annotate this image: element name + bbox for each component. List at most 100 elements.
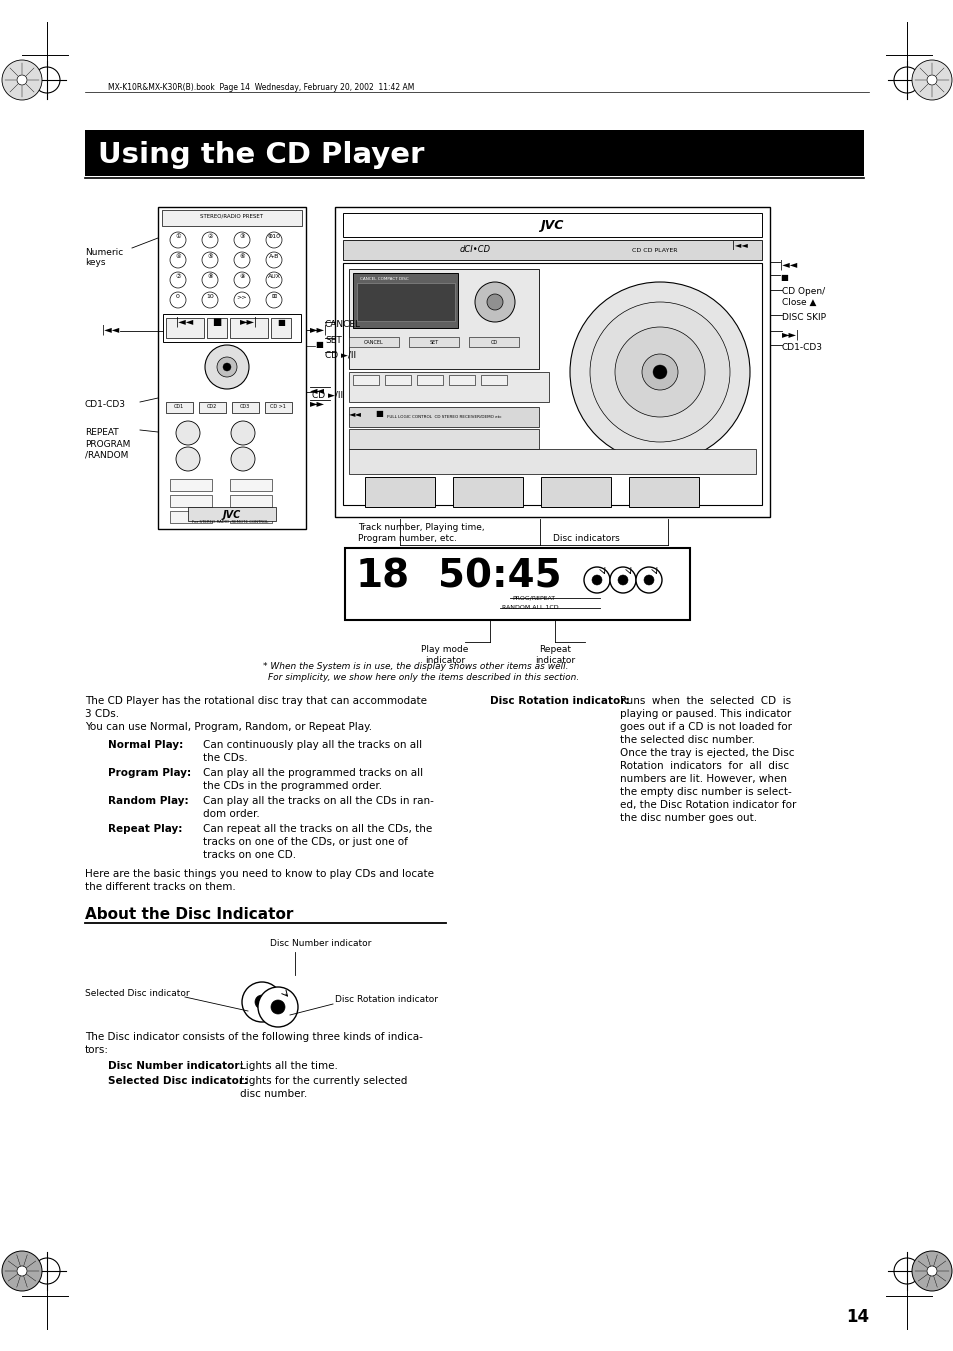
Text: Disc Rotation indicator:: Disc Rotation indicator: <box>490 696 629 707</box>
Text: dCI•CD: dCI•CD <box>459 246 490 254</box>
Text: You can use Normal, Program, Random, or Repeat Play.: You can use Normal, Program, Random, or … <box>85 721 372 732</box>
Circle shape <box>17 76 27 85</box>
Text: Here are the basic things you need to know to play CDs and locate: Here are the basic things you need to kn… <box>85 869 434 880</box>
Text: CD1-CD3: CD1-CD3 <box>781 343 822 353</box>
Text: ■: ■ <box>314 340 322 350</box>
Text: ◄◄: ◄◄ <box>349 409 361 417</box>
Text: ■: ■ <box>780 273 787 282</box>
Text: indicator: indicator <box>535 657 575 665</box>
Text: |◄◄: |◄◄ <box>175 316 193 327</box>
Text: disc number.: disc number. <box>240 1089 307 1098</box>
Bar <box>349 430 538 449</box>
Text: Random Play:: Random Play: <box>108 796 189 807</box>
Bar <box>469 336 518 347</box>
Circle shape <box>589 303 729 442</box>
Bar <box>166 317 204 338</box>
Bar <box>349 336 398 347</box>
Bar <box>453 477 522 507</box>
Text: CD1: CD1 <box>173 404 184 409</box>
Text: Program number, etc.: Program number, etc. <box>357 534 456 543</box>
Text: CD >1: CD >1 <box>270 404 286 409</box>
Bar <box>343 213 761 236</box>
Bar <box>230 511 272 523</box>
Text: Once the tray is ejected, the Disc: Once the tray is ejected, the Disc <box>619 748 794 758</box>
Text: Normal Play:: Normal Play: <box>108 740 183 750</box>
Text: |◄◄: |◄◄ <box>780 259 798 270</box>
Circle shape <box>242 982 282 1021</box>
Bar <box>349 449 755 474</box>
Text: Disc Rotation indicator: Disc Rotation indicator <box>335 994 437 1004</box>
Text: >>: >> <box>236 295 247 300</box>
Circle shape <box>2 1251 42 1292</box>
Text: tracks on one of the CDs, or just one of: tracks on one of the CDs, or just one of <box>203 838 408 847</box>
Text: 18: 18 <box>355 558 410 596</box>
Text: CD: CD <box>490 339 497 345</box>
Text: Disc Number indicator: Disc Number indicator <box>270 939 371 948</box>
Circle shape <box>2 59 42 100</box>
Text: AUX: AUX <box>267 274 280 280</box>
Text: ⑥: ⑥ <box>239 254 245 259</box>
Text: Can repeat all the tracks on all the CDs, the: Can repeat all the tracks on all the CDs… <box>203 824 432 834</box>
Text: /RANDOM: /RANDOM <box>85 450 129 459</box>
Circle shape <box>231 447 254 471</box>
Circle shape <box>231 422 254 444</box>
Text: |◄◄: |◄◄ <box>731 240 747 250</box>
Text: playing or paused. This indicator: playing or paused. This indicator <box>619 709 790 719</box>
Text: ①: ① <box>175 235 181 239</box>
Bar <box>230 317 268 338</box>
Text: 50:45: 50:45 <box>437 558 561 596</box>
Bar <box>416 376 442 385</box>
Text: Can continuously play all the tracks on all: Can continuously play all the tracks on … <box>203 740 421 750</box>
Text: For STEREO-RADIO  REMOTE CONTROL: For STEREO-RADIO REMOTE CONTROL <box>192 520 268 524</box>
Text: * When the System is in use, the display shows other items as well.: * When the System is in use, the display… <box>263 662 568 671</box>
Text: CANCEL: CANCEL <box>364 339 383 345</box>
Bar <box>230 480 272 490</box>
Bar <box>158 207 306 530</box>
Bar <box>166 403 193 413</box>
Bar <box>335 207 769 517</box>
Text: |◄◄: |◄◄ <box>102 324 120 335</box>
Bar <box>170 511 212 523</box>
Text: the CDs in the programmed order.: the CDs in the programmed order. <box>203 781 382 790</box>
Bar <box>365 477 435 507</box>
Text: Using the CD Player: Using the CD Player <box>98 141 424 169</box>
Text: CANCEL COMPACT DISC: CANCEL COMPACT DISC <box>359 277 408 281</box>
Text: 10: 10 <box>206 295 213 300</box>
Text: ⊞: ⊞ <box>271 295 276 300</box>
Text: 3 CDs.: 3 CDs. <box>85 709 119 719</box>
Bar <box>480 376 506 385</box>
Bar <box>449 376 475 385</box>
Circle shape <box>592 576 601 585</box>
Text: indicator: indicator <box>424 657 464 665</box>
Text: CD CD PLAYER: CD CD PLAYER <box>632 247 677 253</box>
Bar <box>345 549 689 620</box>
Text: ⑧: ⑧ <box>207 274 213 280</box>
Text: dom order.: dom order. <box>203 809 259 819</box>
Text: REPEAT: REPEAT <box>85 428 118 436</box>
Text: CD ►/II: CD ►/II <box>312 390 343 399</box>
Text: Runs  when  the  selected  CD  is: Runs when the selected CD is <box>619 696 790 707</box>
Circle shape <box>636 567 661 593</box>
Text: ⑦: ⑦ <box>175 274 181 280</box>
Text: The Disc indicator consists of the following three kinds of indica-: The Disc indicator consists of the follo… <box>85 1032 422 1042</box>
Text: ◄◄: ◄◄ <box>310 385 325 394</box>
Text: CD Open/: CD Open/ <box>781 286 824 296</box>
Text: STEREO/RADIO PRESET: STEREO/RADIO PRESET <box>200 213 263 219</box>
Text: CD1-CD3: CD1-CD3 <box>85 400 126 409</box>
Text: PROGRAM: PROGRAM <box>85 440 131 449</box>
Circle shape <box>911 1251 951 1292</box>
Text: CD2: CD2 <box>207 404 217 409</box>
Text: The CD Player has the rotational disc tray that can accommodate: The CD Player has the rotational disc tr… <box>85 696 427 707</box>
Text: Numeric: Numeric <box>85 249 123 257</box>
Text: DISC SKIP: DISC SKIP <box>781 313 825 322</box>
Bar <box>409 336 458 347</box>
Text: numbers are lit. However, when: numbers are lit. However, when <box>619 774 786 784</box>
Text: goes out if a CD is not loaded for: goes out if a CD is not loaded for <box>619 721 791 732</box>
Text: Selected Disc indicator:: Selected Disc indicator: <box>108 1075 248 1086</box>
Bar <box>353 376 378 385</box>
Text: 0: 0 <box>176 295 180 300</box>
Circle shape <box>475 282 515 322</box>
Bar <box>265 403 292 413</box>
Bar <box>353 273 457 328</box>
Bar <box>343 240 761 259</box>
